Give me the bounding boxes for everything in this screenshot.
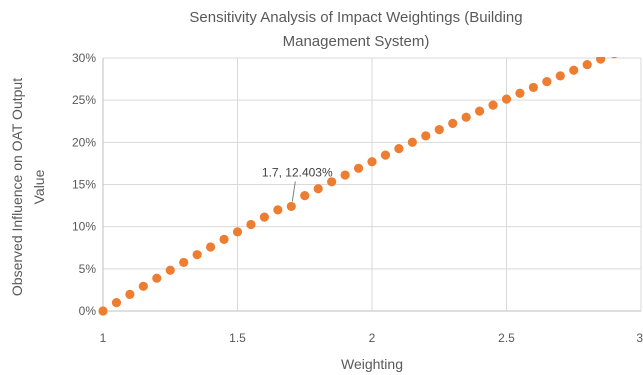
y-tick-label: 0% xyxy=(79,304,97,318)
data-point xyxy=(179,257,189,268)
y-tick-label: 10% xyxy=(72,220,96,234)
y-axis-label-line-1: Observed Influence on OAT Output xyxy=(9,78,25,296)
data-point xyxy=(448,118,458,128)
data-point xyxy=(219,234,229,245)
data-annotation: 1.7, 12.403% xyxy=(262,165,333,202)
data-point xyxy=(610,57,618,59)
x-tick-label: 2.5 xyxy=(498,331,515,345)
y-tick-label: 15% xyxy=(72,178,96,192)
x-tick-label: 2 xyxy=(369,331,376,345)
data-point xyxy=(555,71,565,81)
y-axis-label-line-2: Value xyxy=(31,169,47,204)
data-point xyxy=(394,144,404,154)
data-point xyxy=(246,219,256,230)
chart-title-line-1: Sensitivity Analysis of Impact Weighting… xyxy=(189,9,522,26)
data-point xyxy=(273,205,283,215)
data-point xyxy=(286,201,296,212)
data-point xyxy=(636,38,643,47)
data-point xyxy=(367,157,377,167)
data-point xyxy=(488,100,498,110)
data-point xyxy=(259,212,269,222)
data-point xyxy=(232,227,243,237)
data-point xyxy=(327,177,337,187)
y-tick-label: 5% xyxy=(79,262,97,276)
data-series xyxy=(98,38,643,316)
data-point xyxy=(380,150,391,160)
data-point xyxy=(125,289,135,299)
data-point xyxy=(461,112,471,122)
data-point xyxy=(192,250,202,260)
data-point xyxy=(421,131,431,141)
y-tick-label: 25% xyxy=(72,93,96,107)
y-tick-label: 30% xyxy=(72,51,96,65)
y-tick-label: 20% xyxy=(72,135,96,149)
data-point xyxy=(300,191,310,201)
x-tick-label: 3 xyxy=(636,331,643,345)
data-point xyxy=(206,242,216,252)
data-point xyxy=(407,137,417,147)
x-axis-label: Weighting xyxy=(341,356,403,372)
data-point xyxy=(434,124,444,135)
gridlines xyxy=(103,57,642,311)
data-point xyxy=(623,44,632,53)
x-tick-labels: 1 1.5 2 2.5 3 xyxy=(100,331,643,345)
chart-title-line-2: Management System) xyxy=(283,33,430,50)
data-point xyxy=(111,298,122,308)
axes xyxy=(102,58,641,312)
data-point xyxy=(569,65,579,75)
data-point xyxy=(353,163,364,173)
data-point xyxy=(138,281,148,291)
annotation-label: 1.7, 12.403% xyxy=(262,165,333,179)
data-point xyxy=(515,88,525,98)
y-tick-labels: 0% 5% 10% 15% 20% 25% 30% xyxy=(72,51,96,318)
data-point xyxy=(475,106,485,116)
data-point xyxy=(596,57,606,64)
x-tick-label: 1.5 xyxy=(229,331,246,345)
data-point xyxy=(582,60,592,70)
data-point xyxy=(98,306,108,316)
data-point xyxy=(165,265,175,275)
data-point xyxy=(528,82,539,93)
data-point xyxy=(542,77,552,87)
data-point xyxy=(340,170,350,180)
x-tick-label: 1 xyxy=(100,331,107,345)
data-point xyxy=(152,273,162,283)
annotation-leader-line xyxy=(291,181,296,202)
data-point xyxy=(313,184,323,194)
data-point xyxy=(501,94,512,104)
